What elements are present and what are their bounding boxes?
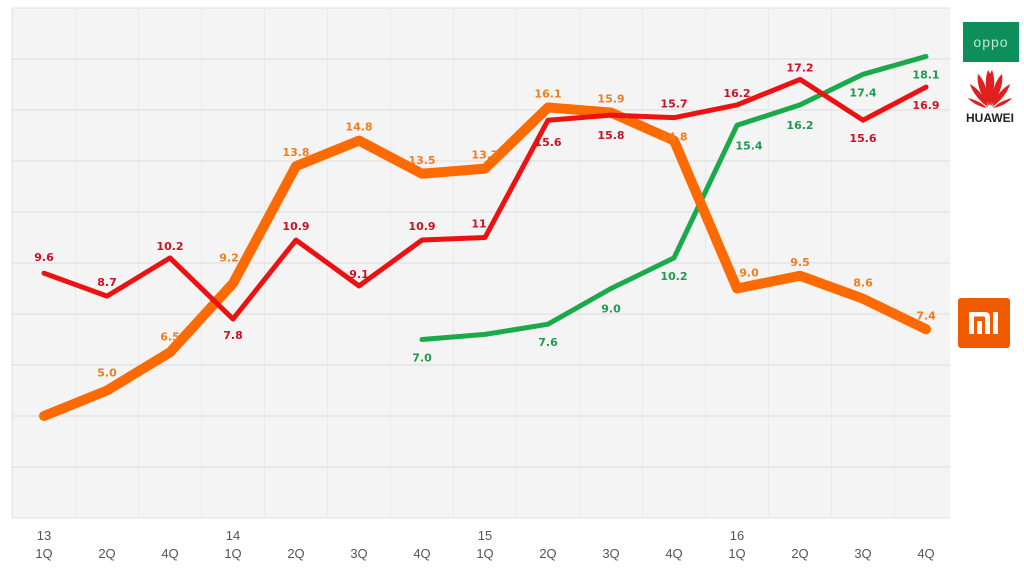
xiaomi-data-label: 13.7 (471, 149, 498, 162)
x-tick-year: 13 (37, 528, 51, 543)
x-tick-quarter: 4Q (413, 546, 430, 561)
x-tick-year: 14 (226, 528, 240, 543)
huawei-data-label: 15.8 (597, 129, 624, 142)
x-tick-quarter: 2Q (98, 546, 115, 561)
oppo-data-label: 9.0 (601, 303, 621, 316)
x-tick-quarter: 2Q (287, 546, 304, 561)
xiaomi-data-label: 9.0 (739, 267, 759, 280)
mi-glyph-icon (969, 312, 998, 334)
oppo-data-label: 7.6 (538, 336, 558, 349)
x-tick-quarter: 2Q (539, 546, 556, 561)
xiaomi-data-label: 5.0 (97, 367, 117, 380)
oppo-data-label: 18.1 (912, 68, 939, 81)
x-tick-quarter: 4Q (161, 546, 178, 561)
oppo-data-label: 10.2 (660, 270, 687, 283)
x-tick-quarter: 1Q (476, 546, 493, 561)
huawei-data-label: 8.7 (97, 276, 117, 289)
xiaomi-data-label: 13.8 (282, 146, 309, 159)
xiaomi-logo (958, 298, 1010, 348)
huawei-data-label: 7.8 (223, 329, 243, 342)
oppo-data-label: 15.4 (735, 139, 762, 152)
line-chart: 13 1Q 2Q 4Q 14 1Q 2Q 3Q 4Q 15 1Q 2Q 3Q 4Q 16 1Q 2Q 3Q 4Q 7.… (11, 7, 950, 561)
huawei-data-label: 17.2 (786, 61, 813, 74)
huawei-data-label: 10.9 (282, 220, 309, 233)
xiaomi-data-label: 6.5 (160, 330, 180, 343)
huawei-data-label: 15.6 (849, 132, 876, 145)
xiaomi-data-label: 16.1 (534, 87, 561, 100)
x-tick-quarter: 4Q (665, 546, 682, 561)
huawei-data-label: 10.9 (408, 220, 435, 233)
x-tick-quarter: 3Q (854, 546, 871, 561)
x-tick-year: 15 (478, 528, 492, 543)
huawei-petals-icon (968, 70, 1012, 108)
xiaomi-data-label: 14.8 (660, 131, 687, 144)
huawei-data-label: 11 (471, 218, 486, 231)
x-tick-year: 16 (730, 528, 744, 543)
xiaomi-data-label: 7.4 (916, 309, 936, 322)
oppo-data-label: 17.4 (849, 86, 876, 99)
oppo-data-label: 7.0 (412, 352, 432, 365)
xiaomi-data-label: 13.5 (408, 154, 435, 167)
huawei-data-label: 15.6 (534, 136, 561, 149)
x-tick-quarter: 2Q (791, 546, 808, 561)
huawei-data-label: 9.1 (349, 268, 369, 281)
huawei-logo-text: HUAWEI (966, 111, 1014, 125)
x-tick-quarter: 1Q (728, 546, 745, 561)
x-tick-quarter: 1Q (35, 546, 52, 561)
oppo-data-label: 16.2 (786, 119, 813, 132)
huawei-logo: HUAWEI (958, 68, 1022, 132)
x-tick-quarter: 3Q (602, 546, 619, 561)
huawei-data-label: 10.2 (156, 240, 183, 253)
xiaomi-data-label: 9.5 (790, 256, 810, 269)
huawei-data-label: 15.7 (660, 98, 687, 111)
xiaomi-data-label: 15.9 (597, 93, 624, 106)
xiaomi-data-label: 9.2 (219, 251, 239, 264)
x-tick-quarter: 3Q (350, 546, 367, 561)
xiaomi-data-label: 8.6 (853, 277, 873, 290)
x-tick-quarter: 1Q (224, 546, 241, 561)
huawei-data-label: 16.2 (723, 87, 750, 100)
xiaomi-data-label: 14.8 (345, 121, 372, 134)
x-tick-quarter: 4Q (917, 546, 934, 561)
oppo-logo-text: oppo (973, 34, 1009, 50)
oppo-logo: oppo (963, 22, 1019, 62)
huawei-data-label: 16.9 (912, 99, 939, 112)
huawei-data-label: 9.6 (34, 251, 54, 264)
